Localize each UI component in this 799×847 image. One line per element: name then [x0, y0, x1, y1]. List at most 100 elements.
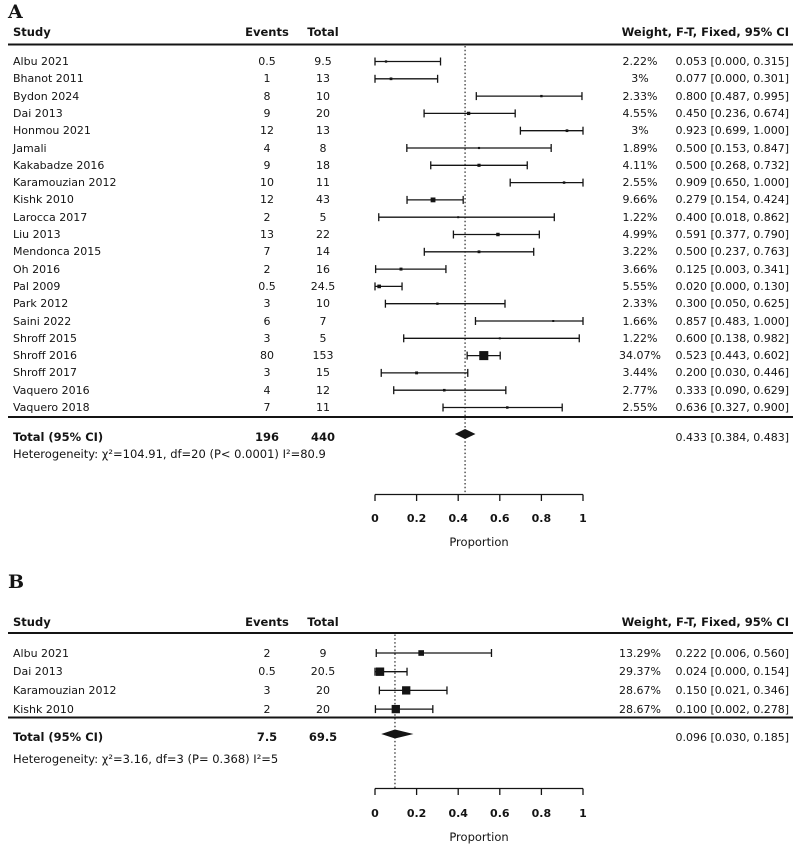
study-total: 11 [316, 401, 330, 414]
study-events: 0.5 [258, 665, 276, 678]
point-estimate-marker [430, 197, 436, 203]
point-estimate-marker [498, 337, 501, 340]
x-axis-tick-label: 1 [579, 807, 587, 820]
point-estimate-marker [477, 146, 481, 150]
study-events: 13 [260, 228, 274, 241]
study-label: Albu 2021 [13, 55, 70, 68]
study-total: 8 [319, 142, 327, 155]
study-total: 9 [319, 647, 327, 660]
study-label: Shroff 2016 [13, 349, 78, 362]
study-ci-label: 0.024 [0.000, 0.154] [675, 665, 789, 678]
study-total: 5 [319, 332, 327, 345]
column-header-study-a: Study [13, 25, 51, 39]
study-total: 12 [316, 384, 330, 397]
study-label: Mendonca 2015 [13, 245, 102, 258]
study-weight: 9.66% [622, 193, 658, 206]
study-weight: 2.33% [622, 297, 658, 310]
total-row-ci-a: 0.433 [0.384, 0.483] [675, 431, 789, 444]
study-label: Jamali [13, 142, 47, 155]
study-total: 7 [319, 315, 327, 328]
column-header-total-b: Total [307, 615, 339, 629]
study-events: 0.5 [258, 55, 276, 68]
study-events: 2 [263, 703, 271, 716]
point-estimate-marker [389, 77, 393, 81]
total-row-label-a: Total (95% CI) [13, 430, 104, 444]
panel-label-b: B [8, 571, 25, 593]
study-label: Bydon 2024 [13, 90, 80, 103]
study-weight: 3.66% [622, 263, 658, 276]
study-weight: 1.22% [622, 211, 658, 224]
study-weight: 4.55% [622, 107, 658, 120]
study-weight: 3% [631, 124, 649, 137]
study-weight: 13.29% [619, 647, 661, 660]
point-estimate-marker [479, 351, 489, 361]
study-label: Honmou 2021 [13, 124, 91, 137]
point-estimate-marker [466, 111, 471, 116]
study-total: 16 [316, 263, 330, 276]
study-label: Albu 2021 [13, 647, 70, 660]
study-label: Pal 2009 [13, 280, 61, 293]
study-label: Vaquero 2016 [13, 384, 90, 397]
study-ci-label: 0.600 [0.138, 0.982] [675, 332, 789, 345]
study-total: 15 [316, 366, 330, 379]
study-ci-label: 0.500 [0.237, 0.763] [675, 245, 789, 258]
point-estimate-marker [565, 129, 569, 133]
x-axis-tick-label: 0.4 [448, 807, 468, 820]
study-label: Karamouzian 2012 [13, 176, 117, 189]
study-events: 4 [263, 384, 271, 397]
study-events: 2 [263, 263, 271, 276]
study-ci-label: 0.020 [0.000, 0.130] [675, 280, 789, 293]
total-row-total-a: 440 [310, 430, 335, 444]
column-header-study-b: Study [13, 615, 51, 629]
point-estimate-marker [399, 267, 403, 271]
point-estimate-marker [457, 216, 460, 219]
overall-diamond [454, 429, 476, 439]
study-weight: 4.99% [622, 228, 658, 241]
study-events: 3 [263, 297, 271, 310]
point-estimate-marker [436, 302, 439, 305]
total-row-events-b: 7.5 [256, 730, 278, 744]
study-weight: 3% [631, 72, 649, 85]
x-axis-tick-label: 1 [579, 512, 587, 525]
study-total: 22 [316, 228, 330, 241]
study-total: 153 [312, 349, 334, 362]
study-events: 7 [263, 245, 271, 258]
column-header-events-b: Events [245, 615, 289, 629]
study-ci-label: 0.523 [0.443, 0.602] [675, 349, 789, 362]
study-ci-label: 0.077 [0.000, 0.301] [675, 72, 789, 85]
study-total: 11 [316, 176, 330, 189]
study-weight: 1.89% [622, 142, 658, 155]
study-total: 24.5 [310, 280, 336, 293]
study-ci-label: 0.857 [0.483, 1.000] [675, 315, 789, 328]
study-ci-label: 0.500 [0.268, 0.732] [675, 159, 789, 172]
study-label: Shroff 2017 [13, 366, 78, 379]
point-estimate-marker [377, 284, 381, 289]
study-total: 20 [316, 684, 330, 697]
x-axis-tick-label: 0.6 [490, 512, 510, 525]
x-axis-tick-label: 0.6 [490, 807, 510, 820]
x-axis-tick-label: 0.2 [407, 512, 427, 525]
study-weight: 1.66% [622, 315, 658, 328]
x-axis-tick-label: 0 [371, 807, 379, 820]
study-ci-label: 0.591 [0.377, 0.790] [675, 228, 789, 241]
study-weight: 3.44% [622, 366, 658, 379]
heterogeneity-a: Heterogeneity: χ²=104.91, df=20 (P< 0.00… [13, 447, 326, 461]
point-estimate-marker [442, 388, 446, 392]
point-estimate-marker [402, 686, 411, 695]
column-header-total-a: Total [307, 25, 339, 39]
study-total: 9.5 [314, 55, 332, 68]
study-events: 7 [263, 401, 271, 414]
study-ci-label: 0.279 [0.154, 0.424] [675, 193, 789, 206]
point-estimate-marker [477, 163, 481, 167]
study-events: 2 [263, 647, 271, 660]
study-weight: 2.55% [622, 176, 658, 189]
total-row-total-b: 69.5 [308, 730, 338, 744]
column-header-events-a: Events [245, 25, 289, 39]
total-row-ci-b: 0.096 [0.030, 0.185] [675, 731, 789, 744]
study-total: 20 [316, 703, 330, 716]
point-estimate-marker [496, 232, 500, 237]
panel-label-a: A [8, 1, 23, 23]
study-label: Bhanot 2011 [13, 72, 84, 85]
